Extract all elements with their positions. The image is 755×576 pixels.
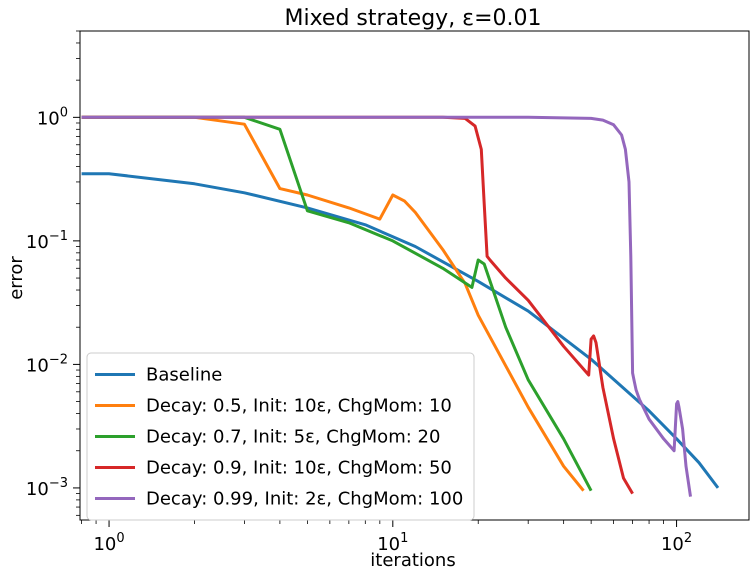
x-tick-label: 101 <box>377 531 408 555</box>
legend-label-4: Decay: 0.9, Init: 10ε, ChgMom: 50 <box>146 458 452 479</box>
y-tick-label: 10−3 <box>26 476 68 500</box>
legend-label-3: Decay: 0.7, Init: 5ε, ChgMom: 20 <box>146 427 440 448</box>
x-tick-label: 102 <box>661 531 692 555</box>
series-line-2 <box>81 115 585 492</box>
chart-title: Mixed strategy, ε=0.01 <box>285 6 542 31</box>
series-layer <box>81 115 720 497</box>
legend-label-1: Baseline <box>146 365 222 386</box>
y-tick-label: 10−1 <box>26 229 68 253</box>
series-line-5 <box>81 115 692 497</box>
legend: Baseline Decay: 0.5, Init: 10ε, ChgMom: 1… <box>86 352 475 521</box>
legend-label-2: Decay: 0.5, Init: 10ε, ChgMom: 10 <box>146 396 452 417</box>
x-axis: 100 101 102 <box>81 520 692 555</box>
x-axis-label: iterations <box>370 550 455 571</box>
y-axis-label: error <box>6 256 27 300</box>
y-tick-label: 10−2 <box>26 352 68 376</box>
legend-label-5: Decay: 0.99, Init: 2ε, ChgMom: 100 <box>146 489 463 510</box>
y-tick-label: 100 <box>37 105 68 129</box>
series-line-1 <box>81 172 720 489</box>
y-axis: 100 10−1 10−2 10−3 <box>26 30 80 516</box>
legend-box <box>86 352 475 521</box>
x-tick-label: 100 <box>93 531 124 555</box>
